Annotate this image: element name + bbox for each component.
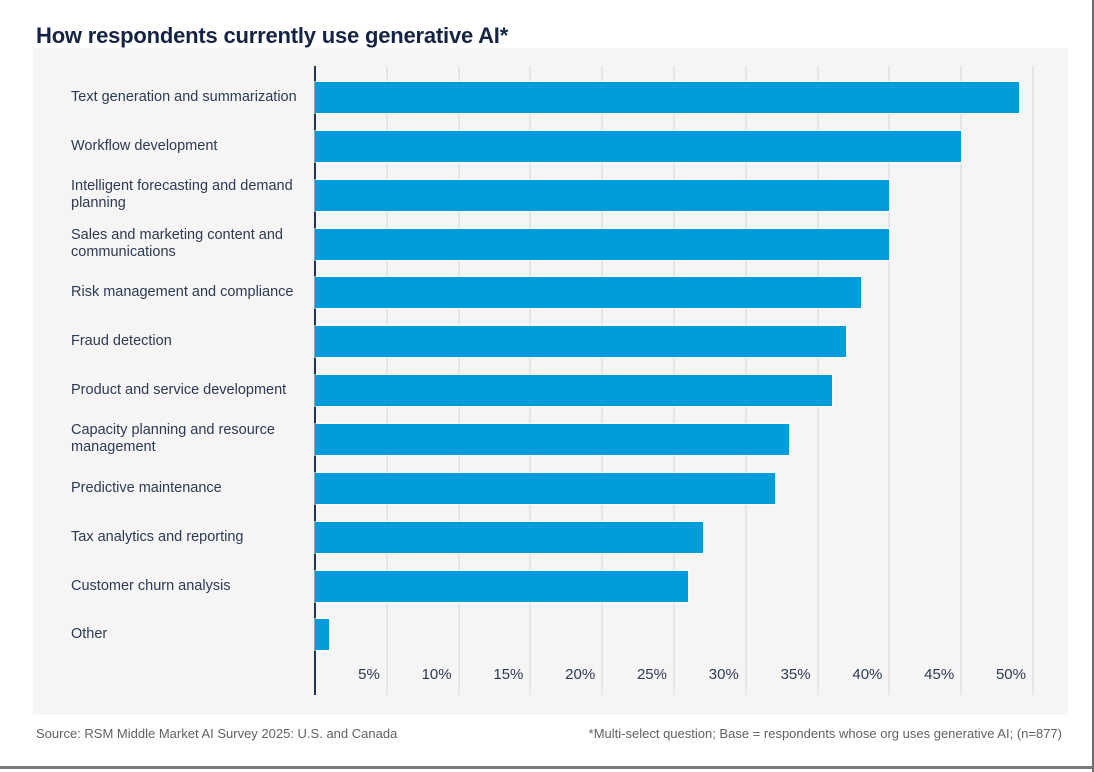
x-axis-tick-label: 50%	[995, 666, 1026, 683]
bar	[314, 276, 862, 310]
category-label: Capacity planning and resource managemen…	[71, 422, 275, 456]
category-label: Fraud detection	[71, 333, 172, 350]
category-label: Tax analytics and reporting	[71, 528, 244, 545]
gridline	[1032, 66, 1034, 695]
bar	[314, 374, 833, 408]
x-axis-tick-label: 30%	[708, 666, 739, 683]
bar	[313, 178, 891, 212]
category-label: Intelligent forecasting and demand plann…	[71, 178, 293, 212]
category-label: Product and service development	[71, 382, 287, 399]
x-axis-tick-label: 20%	[565, 666, 596, 683]
category-label: Sales and marketing content and communic…	[71, 227, 283, 261]
bar-chart-plot-area: Text generation and summarization Workflo…	[33, 48, 1068, 715]
x-axis-tick-label: 5%	[358, 666, 380, 683]
category-label: Workflow development	[71, 137, 218, 154]
bar	[314, 471, 776, 505]
page-title: How respondents currently use generative…	[36, 22, 509, 48]
x-axis-tick-label: 40%	[852, 666, 883, 683]
x-axis-tick-label: 15%	[493, 666, 524, 683]
category-label: Customer churn analysis	[71, 577, 231, 594]
category-label: Risk management and compliance	[71, 284, 294, 301]
bar	[313, 129, 963, 163]
bar	[314, 520, 704, 554]
bar	[314, 422, 790, 456]
bottom-border-line	[0, 766, 1094, 769]
gridline	[960, 66, 963, 695]
bar	[313, 618, 331, 652]
bar	[313, 569, 690, 603]
gridline	[888, 66, 891, 695]
right-border-line	[1092, 0, 1094, 772]
category-label: Text generation and summarization	[71, 89, 297, 105]
x-axis-tick-label: 35%	[780, 666, 811, 683]
x-axis-tick-label: 10%	[421, 666, 452, 683]
bar	[313, 227, 891, 261]
footnote-text: *Multi-select question; Base = responden…	[588, 726, 1062, 741]
x-axis-tick-label: 25%	[636, 666, 667, 683]
bar	[313, 325, 848, 359]
category-label: Predictive maintenance	[71, 479, 222, 496]
source-text: Source: RSM Middle Market AI Survey 2025…	[36, 726, 398, 741]
bar	[314, 81, 1020, 114]
category-label: Other	[71, 626, 108, 643]
x-axis-tick-label: 45%	[924, 666, 955, 683]
